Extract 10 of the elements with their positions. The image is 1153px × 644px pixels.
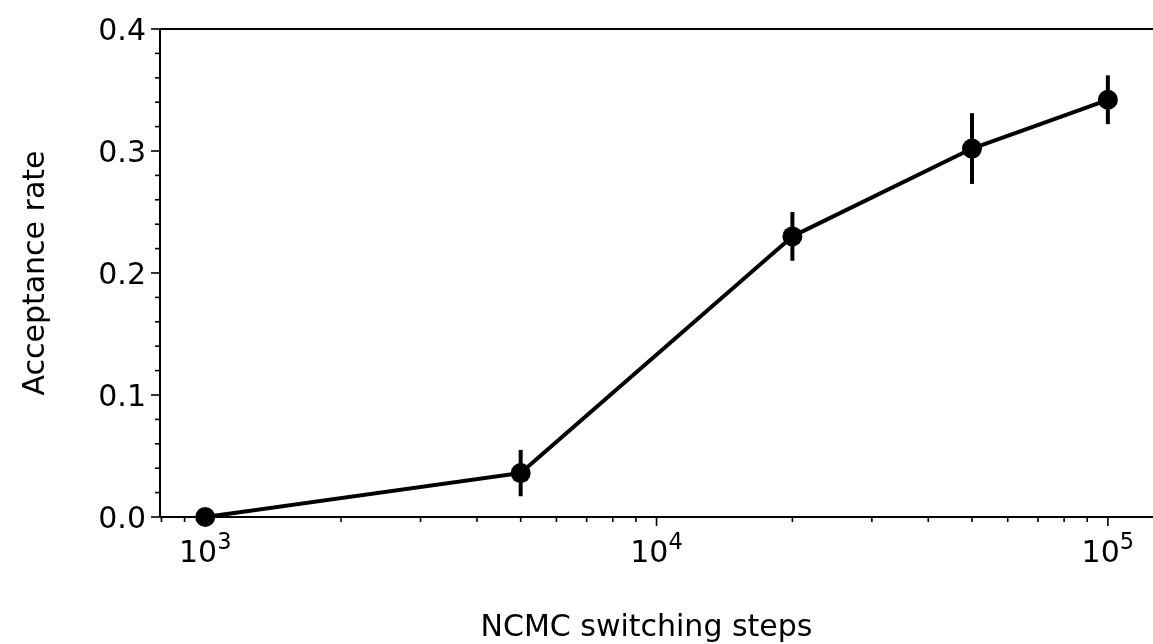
x-tick-label: 10$^{5}$	[1081, 528, 1135, 569]
y-tick-label: 0.4	[98, 12, 146, 47]
y-tick-label: 0.0	[98, 500, 146, 535]
y-tick-label: 0.3	[98, 134, 146, 169]
y-tick-label: 0.2	[98, 256, 146, 291]
x-tick-label: 10$^{3}$	[178, 528, 232, 569]
x-tick-label: 10$^{4}$	[630, 528, 683, 569]
x-axis-title: NCMC switching steps	[480, 608, 813, 643]
y-axis-title: Acceptance rate	[16, 150, 51, 396]
y-tick-label: 0.1	[98, 378, 146, 413]
